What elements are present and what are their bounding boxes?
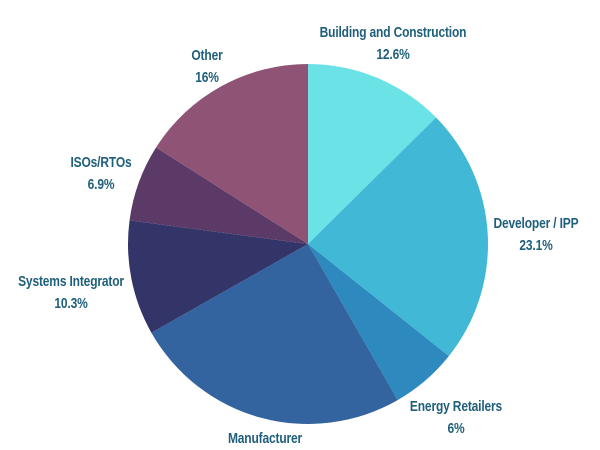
slice-percent-text: 23.1%: [519, 237, 553, 254]
slice-label-manufacturer: Manufacturer: [177, 428, 353, 450]
slice-label-text: Systems Integrator: [18, 273, 124, 290]
pie-slice-other: [156, 64, 308, 244]
slice-label-other: Other 16%: [119, 45, 295, 89]
slice-percent-text: 6.9%: [87, 176, 115, 193]
slice-label-isos-rtos: ISOs/RTOs 6.9%: [13, 152, 189, 196]
slice-label-text: Manufacturer: [227, 430, 303, 447]
pie-slice-isos-rtos: [129, 147, 308, 244]
pie-slice-energy-retailers: [308, 244, 449, 401]
pie-slice-developer-ipp: [308, 117, 489, 357]
pie-slice-systems-integrator: [127, 220, 308, 333]
slice-percent-text: 10.3%: [54, 295, 88, 312]
slice-label-systems-integrator: Systems Integrator 10.3%: [0, 271, 159, 315]
slice-label-text: Developer / IPP: [493, 215, 579, 232]
slice-label-developer-ipp: Developer / IPP 23.1%: [448, 213, 600, 257]
pie-slice-building-and-construction: [308, 64, 437, 244]
slice-percent-text: 12.6%: [376, 46, 410, 63]
slice-label-text: Building and Construction: [319, 24, 467, 41]
slice-label-energy-retailers: Energy Retailers 6%: [368, 396, 544, 440]
slice-percent-text: 6%: [447, 420, 465, 437]
slice-label-building-and-construction: Building and Construction 12.6%: [305, 22, 481, 66]
pie-slice-manufacturer: [151, 244, 398, 424]
slice-percent-text: 16%: [195, 69, 219, 86]
slice-label-text: Energy Retailers: [409, 398, 503, 415]
slice-label-text: ISOs/RTOs: [70, 154, 132, 171]
slice-label-text: Other: [191, 47, 223, 64]
